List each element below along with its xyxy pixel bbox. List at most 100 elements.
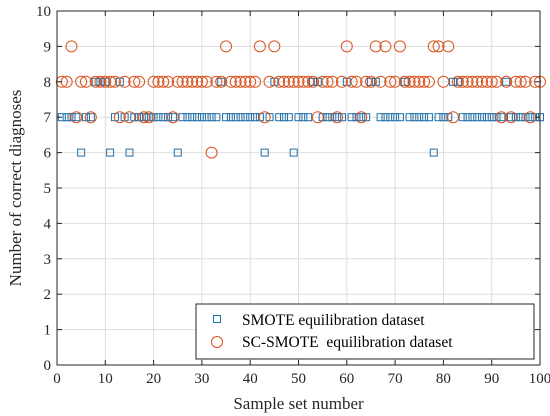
sc-smote-point — [171, 75, 184, 88]
smote-point — [231, 113, 240, 122]
sc-smote-point — [321, 75, 334, 88]
y-tick-label: 0 — [44, 358, 52, 374]
x-tick-label: 10 — [98, 371, 113, 387]
smote-point — [197, 113, 206, 122]
sc-smote-point — [306, 75, 319, 88]
smote-point — [299, 113, 308, 122]
sc-smote-point — [369, 40, 382, 53]
sc-smote-point — [147, 75, 160, 88]
smote-point — [420, 113, 429, 122]
data-points — [55, 40, 546, 159]
x-tick-label: 100 — [529, 371, 550, 387]
legend-entry-sc-smote: SC-SMOTE equilibration dataset — [211, 334, 453, 351]
x-tick-label: 60 — [339, 371, 354, 387]
smote-point — [275, 113, 284, 122]
sc-smote-point — [403, 75, 416, 88]
smote-point — [260, 148, 269, 157]
sc-smote-point — [408, 75, 421, 88]
smote-point — [173, 148, 182, 157]
sc-smote-point — [84, 111, 97, 124]
legend-square-marker — [213, 315, 221, 323]
smote-point — [381, 113, 390, 122]
smote-point — [478, 113, 487, 122]
sc-smote-point — [505, 111, 518, 124]
legend-box — [195, 303, 535, 360]
smote-point — [507, 113, 516, 122]
sc-smote-point — [297, 75, 310, 88]
smote-point — [434, 113, 443, 122]
sc-smote-point — [476, 75, 489, 88]
sc-smote-point — [398, 75, 411, 88]
series-1-points — [55, 40, 546, 159]
smote-point — [526, 113, 535, 122]
smote-point — [424, 113, 433, 122]
sc-smote-point — [94, 75, 107, 88]
x-tick-label: 30 — [194, 371, 209, 387]
smote-point — [178, 113, 187, 122]
sc-smote-point — [509, 75, 522, 88]
sc-smote-point — [249, 75, 262, 88]
sc-smote-point — [364, 75, 377, 88]
x-tick-label: 90 — [484, 371, 499, 387]
sc-smote-point — [224, 75, 237, 88]
smote-point — [357, 113, 366, 122]
sc-smote-point — [181, 75, 194, 88]
smote-point — [429, 148, 438, 157]
smote-point — [304, 113, 313, 122]
smote-point — [458, 113, 467, 122]
sc-smote-point — [326, 75, 339, 88]
y-tick-label: 3 — [44, 252, 52, 268]
sc-smote-point — [176, 75, 189, 88]
smote-point — [246, 113, 255, 122]
sc-smote-point — [490, 75, 503, 88]
sc-smote-point — [99, 75, 112, 88]
sc-smote-point — [485, 75, 498, 88]
sc-smote-point — [292, 75, 305, 88]
sc-smote-point — [461, 75, 474, 88]
y-tick-label: 5 — [44, 181, 52, 197]
sc-smote-point — [215, 75, 228, 88]
sc-smote-point — [432, 40, 445, 53]
sc-smote-point — [263, 75, 276, 88]
x-axis-label: Sample set number — [233, 394, 364, 413]
legend-circle-marker — [211, 336, 223, 348]
sc-smote-point — [239, 75, 252, 88]
sc-smote-point — [200, 75, 213, 88]
sc-smote-point — [282, 75, 295, 88]
series-0-points — [57, 77, 544, 157]
sc-smote-point — [137, 111, 150, 124]
smote-point — [154, 113, 163, 122]
sc-smote-point — [316, 75, 329, 88]
y-tick-label: 10 — [36, 4, 51, 20]
smote-point — [405, 113, 414, 122]
sc-smote-point — [529, 75, 542, 88]
sc-smote-point — [355, 111, 368, 124]
y-tick-label: 8 — [44, 75, 52, 91]
smote-point — [251, 113, 260, 122]
sc-smote-point — [519, 75, 532, 88]
smote-point — [159, 113, 168, 122]
sc-smote-point — [186, 75, 199, 88]
sc-smote-point — [302, 75, 315, 88]
smote-point — [289, 148, 298, 157]
sc-smote-point — [427, 40, 440, 53]
sc-smote-point — [118, 75, 131, 88]
x-tick-label: 40 — [243, 371, 258, 387]
y-tick-label: 1 — [44, 323, 52, 339]
axis-ticks: 0 10 20 30 40 50 60 70 80 90 100 0 1 2 3 4 5 6 7 8 9 10 — [36, 4, 550, 387]
sc-smote-point — [466, 75, 479, 88]
smote-point — [473, 113, 482, 122]
sc-smote-point — [65, 40, 78, 53]
smote-point — [86, 113, 95, 122]
smote-point — [439, 113, 448, 122]
legend-label-sc-smote: SC-SMOTE equilibration dataset — [242, 334, 453, 351]
y-tick-label: 9 — [44, 39, 52, 55]
sc-smote-point — [379, 40, 392, 53]
sc-smote-point — [205, 146, 218, 159]
smote-point — [207, 113, 216, 122]
sc-smote-point — [389, 75, 402, 88]
smote-point — [62, 113, 71, 122]
sc-smote-point — [471, 75, 484, 88]
sc-smote-point — [89, 75, 102, 88]
smote-point — [212, 113, 221, 122]
